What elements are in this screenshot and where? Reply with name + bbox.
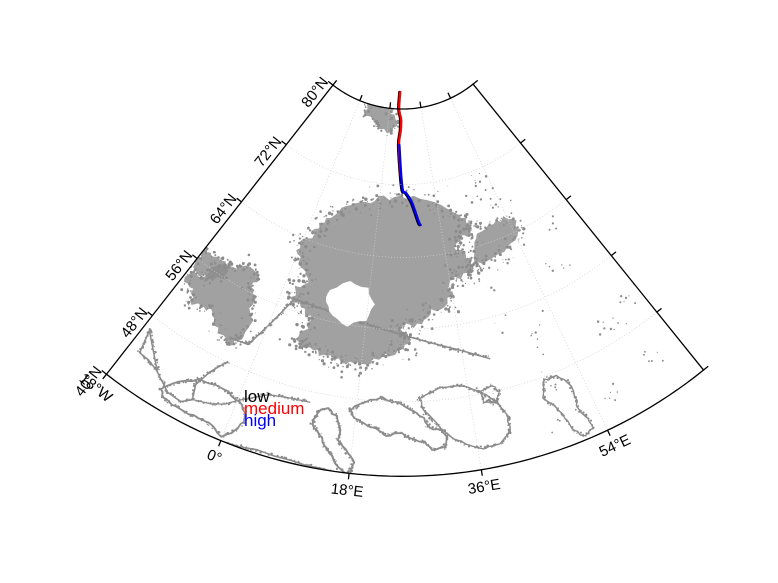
svg-text:0°: 0° — [204, 446, 224, 467]
svg-text:36°E: 36°E — [467, 476, 502, 498]
svg-text:54°E: 54°E — [597, 431, 634, 460]
svg-text:18°E: 18°E — [330, 480, 364, 501]
